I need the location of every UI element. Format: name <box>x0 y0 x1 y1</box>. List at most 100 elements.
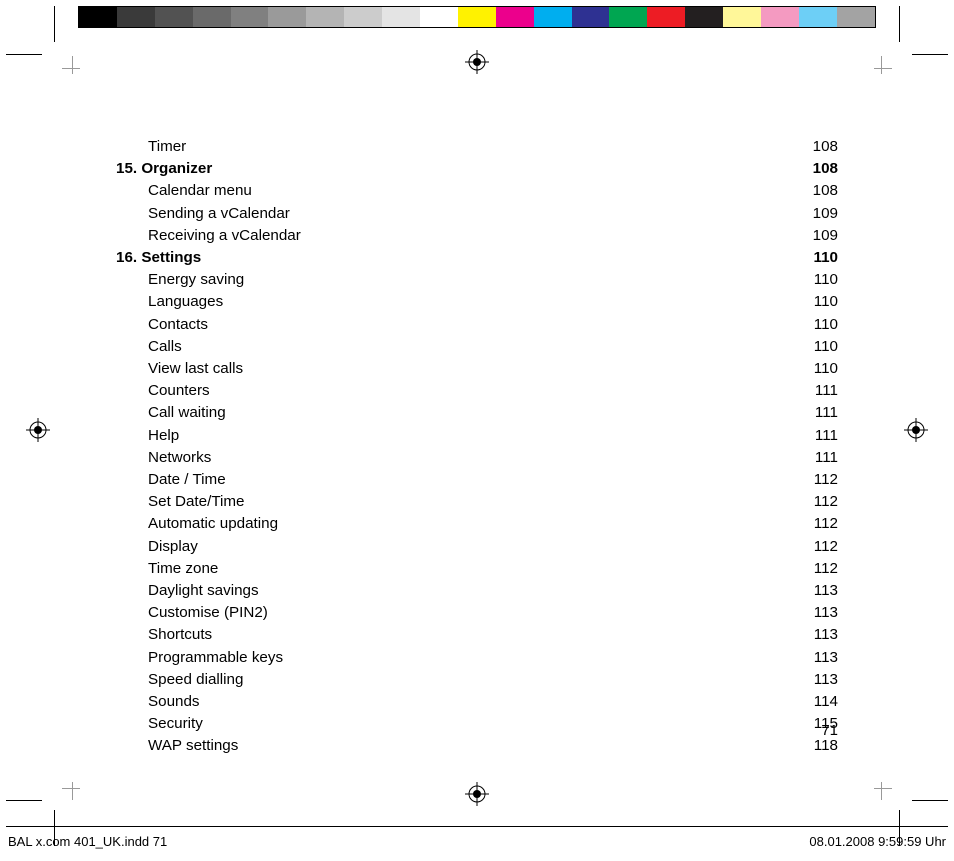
crop-mark <box>54 6 55 42</box>
crop-mark <box>6 800 42 801</box>
toc-page: 108 <box>813 180 838 202</box>
toc-label: 15. Organizer <box>116 158 212 180</box>
crop-mark-inset <box>62 68 80 69</box>
toc-entry: Display 112 <box>116 536 838 558</box>
registration-mark-icon <box>904 418 928 442</box>
toc-label: View last calls <box>116 358 243 380</box>
toc-label: Calls <box>116 336 182 358</box>
toc-page: 113 <box>814 669 838 691</box>
toc-entry: Energy saving110 <box>116 269 838 291</box>
color-swatch <box>193 7 231 27</box>
toc-entry: Date / Time 112 <box>116 469 838 491</box>
crop-mark <box>899 6 900 42</box>
toc-page: 108 <box>813 136 838 158</box>
toc-label: Sending a vCalendar <box>116 203 290 225</box>
crop-mark-inset <box>72 782 73 800</box>
toc-entry: Security115 <box>116 713 838 735</box>
color-swatch <box>420 7 458 27</box>
footer-slug-left: BAL x.com 401_UK.indd 71 <box>8 834 167 849</box>
toc-label: Automatic updating <box>116 513 278 535</box>
toc-entry: Calls110 <box>116 336 838 358</box>
toc-label: Contacts <box>116 314 208 336</box>
toc-label: Security <box>116 713 203 735</box>
toc-page: 109 <box>813 225 838 247</box>
toc-page: 111 <box>815 402 838 424</box>
toc-page: 112 <box>814 491 838 513</box>
toc-entry: Contacts110 <box>116 314 838 336</box>
toc-label: Call waiting <box>116 402 226 424</box>
toc-entry: Call waiting 111 <box>116 402 838 424</box>
crop-mark <box>912 800 948 801</box>
toc-entry: Networks111 <box>116 447 838 469</box>
crop-mark-inset <box>874 68 892 69</box>
crop-mark-inset <box>72 56 73 74</box>
color-swatch <box>382 7 420 27</box>
color-swatch <box>458 7 496 27</box>
toc-label: Receiving a vCalendar <box>116 225 301 247</box>
toc-label: Sounds <box>116 691 200 713</box>
toc-entry: Timer 108 <box>116 136 838 158</box>
toc-page: 111 <box>815 425 838 447</box>
color-swatch <box>572 7 610 27</box>
toc-entry: Speed dialling 113 <box>116 669 838 691</box>
toc-label: Counters <box>116 380 210 402</box>
color-swatch <box>609 7 647 27</box>
toc-page: 109 <box>813 203 838 225</box>
toc-entry: Languages 110 <box>116 291 838 313</box>
toc-label: Display <box>116 536 198 558</box>
color-swatch <box>306 7 344 27</box>
toc-label: Customise (PIN2) <box>116 602 268 624</box>
crop-mark <box>6 54 42 55</box>
crop-mark-inset <box>62 788 80 789</box>
toc-entry: Calendar menu 108 <box>116 180 838 202</box>
toc-entry: Automatic updating112 <box>116 513 838 535</box>
toc-page: 112 <box>814 469 838 491</box>
color-swatch <box>799 7 837 27</box>
toc-entry: Time zone112 <box>116 558 838 580</box>
toc-entry: Sending a vCalendar 109 <box>116 203 838 225</box>
registration-mark-icon <box>465 50 489 74</box>
toc-page: 113 <box>814 602 838 624</box>
toc-entry: Shortcuts 113 <box>116 624 838 646</box>
toc-label: Networks <box>116 447 211 469</box>
toc-label: Calendar menu <box>116 180 252 202</box>
color-swatch <box>344 7 382 27</box>
toc-entry: WAP settings118 <box>116 735 838 757</box>
registration-mark-icon <box>26 418 50 442</box>
color-swatch <box>155 7 193 27</box>
color-swatch <box>231 7 269 27</box>
crop-mark-inset <box>881 782 882 800</box>
toc-label: Speed dialling <box>116 669 243 691</box>
crop-mark-inset <box>874 788 892 789</box>
color-swatch <box>496 7 534 27</box>
toc-page: 112 <box>814 536 838 558</box>
toc-entry: View last calls 110 <box>116 358 838 380</box>
toc-chapter: 16. Settings110 <box>116 247 838 269</box>
toc-page: 114 <box>814 691 838 713</box>
color-swatch <box>837 7 875 27</box>
toc-label: Languages <box>116 291 223 313</box>
table-of-contents: Timer 10815. Organizer108Calendar menu 108… <box>116 136 838 758</box>
toc-page: 110 <box>814 291 838 313</box>
toc-label: Daylight savings <box>116 580 259 602</box>
color-swatch <box>723 7 761 27</box>
color-swatch <box>268 7 306 27</box>
toc-label: Timer <box>116 136 186 158</box>
toc-entry: Programmable keys113 <box>116 647 838 669</box>
toc-label: Shortcuts <box>116 624 212 646</box>
toc-entry: Daylight savings 113 <box>116 580 838 602</box>
toc-entry: Receiving a vCalendar 109 <box>116 225 838 247</box>
toc-page: 113 <box>814 580 838 602</box>
toc-label: Date / Time <box>116 469 226 491</box>
toc-label: Time zone <box>116 558 218 580</box>
toc-page: 110 <box>814 358 838 380</box>
footer-rule <box>6 826 948 827</box>
toc-page: 113 <box>814 647 838 669</box>
registration-mark-icon <box>465 782 489 806</box>
color-swatch <box>685 7 723 27</box>
toc-label: Help <box>116 425 179 447</box>
toc-page: 113 <box>814 624 838 646</box>
toc-chapter: 15. Organizer108 <box>116 158 838 180</box>
color-swatch <box>79 7 117 27</box>
toc-label: Set Date/Time <box>116 491 245 513</box>
